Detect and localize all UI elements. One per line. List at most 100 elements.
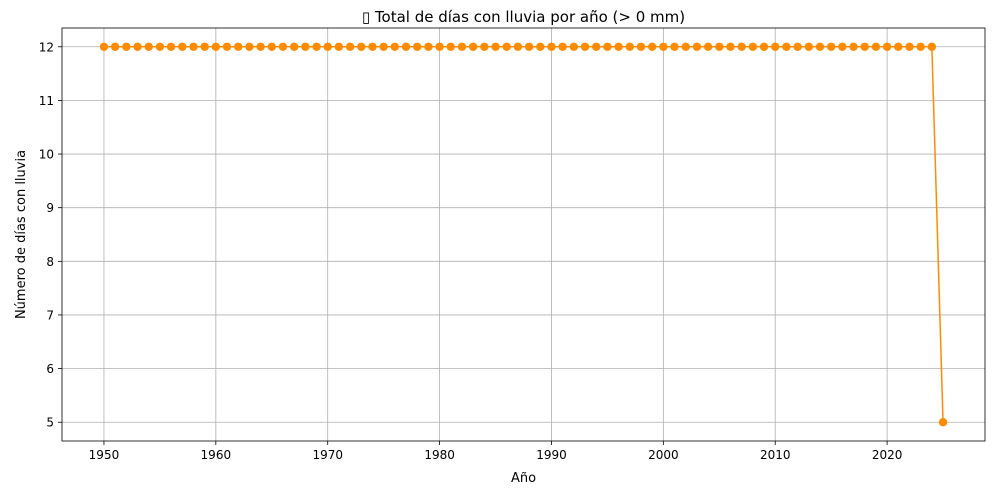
data-point bbox=[178, 42, 187, 51]
data-point bbox=[670, 42, 679, 51]
data-point bbox=[547, 42, 556, 51]
data-point bbox=[905, 42, 914, 51]
data-point bbox=[636, 42, 646, 51]
data-point bbox=[860, 42, 869, 51]
data-point bbox=[558, 42, 567, 51]
data-point bbox=[927, 42, 937, 51]
data-point bbox=[916, 42, 925, 51]
data-point bbox=[592, 42, 601, 51]
data-point bbox=[323, 42, 332, 51]
data-point bbox=[222, 42, 232, 51]
chart-title: ▯ Total de días con lluvia por año (> 0 … bbox=[362, 8, 685, 26]
x-tick-label: 1950 bbox=[89, 448, 120, 462]
data-point bbox=[603, 42, 612, 51]
data-point bbox=[480, 42, 489, 51]
y-axis-label: Número de días con lluvia bbox=[14, 150, 29, 319]
y-tick-label: 7 bbox=[46, 308, 54, 322]
x-tick-label: 2020 bbox=[872, 448, 903, 462]
data-point bbox=[703, 42, 713, 51]
data-series bbox=[99, 42, 948, 427]
data-point bbox=[826, 42, 836, 51]
data-point bbox=[759, 42, 769, 51]
data-point bbox=[312, 42, 321, 51]
x-tick-label: 1960 bbox=[201, 448, 232, 462]
y-tick-label: 10 bbox=[39, 148, 54, 162]
data-point bbox=[413, 42, 422, 51]
x-tick-label: 1970 bbox=[312, 448, 343, 462]
data-point bbox=[491, 42, 500, 51]
grid bbox=[62, 28, 985, 441]
x-tick-label: 2000 bbox=[648, 448, 679, 462]
data-point bbox=[737, 42, 746, 51]
data-point bbox=[614, 42, 623, 51]
data-point bbox=[401, 42, 411, 51]
data-point bbox=[245, 42, 254, 51]
data-point bbox=[424, 42, 433, 51]
data-point bbox=[133, 42, 142, 51]
y-tick-label: 6 bbox=[46, 362, 54, 376]
data-point bbox=[871, 42, 881, 51]
data-point bbox=[110, 42, 120, 51]
data-point bbox=[457, 42, 467, 51]
data-point bbox=[502, 42, 511, 51]
x-tick-label: 1980 bbox=[424, 448, 455, 462]
data-point bbox=[782, 42, 791, 51]
x-tick-label: 1990 bbox=[536, 448, 567, 462]
data-point bbox=[368, 42, 377, 51]
data-point bbox=[99, 42, 109, 51]
data-point bbox=[379, 42, 388, 51]
data-point bbox=[726, 42, 735, 51]
data-point bbox=[715, 42, 724, 51]
data-point bbox=[647, 42, 657, 51]
data-point bbox=[301, 42, 310, 51]
data-point bbox=[536, 42, 545, 51]
data-point bbox=[681, 42, 690, 51]
data-point bbox=[468, 42, 478, 51]
y-tick-label: 8 bbox=[46, 255, 54, 269]
data-point bbox=[938, 418, 948, 427]
plot-area-frame bbox=[61, 27, 986, 442]
data-point bbox=[815, 42, 825, 51]
data-point bbox=[771, 42, 780, 51]
data-point bbox=[334, 42, 344, 51]
data-point bbox=[189, 42, 198, 51]
y-tick-label: 12 bbox=[39, 40, 54, 54]
data-point bbox=[234, 42, 243, 51]
data-point bbox=[256, 42, 265, 51]
data-point bbox=[357, 42, 366, 51]
data-point bbox=[144, 42, 153, 51]
y-tick-label: 11 bbox=[39, 94, 54, 108]
axis-ticks: 1950 1960 1970 1980 1990 2000 2010 2020 5 6 7 8 9 10 1… bbox=[39, 40, 903, 462]
data-point bbox=[155, 42, 165, 51]
data-point bbox=[748, 42, 758, 51]
data-point bbox=[166, 42, 176, 51]
data-point bbox=[200, 42, 209, 51]
data-point bbox=[569, 42, 579, 51]
data-point bbox=[122, 42, 131, 51]
data-point bbox=[625, 42, 634, 51]
data-point bbox=[580, 42, 590, 51]
data-point bbox=[289, 42, 299, 51]
y-tick-label: 9 bbox=[46, 201, 54, 215]
data-point bbox=[435, 42, 444, 51]
x-tick-label: 2010 bbox=[760, 448, 791, 462]
x-axis-label: Año bbox=[511, 471, 536, 486]
data-point bbox=[267, 42, 276, 51]
data-point bbox=[894, 42, 903, 51]
data-point bbox=[513, 42, 523, 51]
data-point bbox=[838, 42, 847, 51]
data-point bbox=[446, 42, 455, 51]
data-point bbox=[345, 42, 355, 51]
data-point bbox=[278, 42, 288, 51]
data-point bbox=[692, 42, 702, 51]
data-point bbox=[659, 42, 668, 51]
data-point bbox=[524, 42, 534, 51]
y-tick-label: 5 bbox=[46, 416, 54, 430]
data-point bbox=[882, 42, 892, 51]
data-point bbox=[804, 42, 813, 51]
data-point bbox=[849, 42, 858, 51]
data-point bbox=[793, 42, 802, 51]
data-point bbox=[390, 42, 400, 51]
series-line bbox=[103, 46, 944, 423]
